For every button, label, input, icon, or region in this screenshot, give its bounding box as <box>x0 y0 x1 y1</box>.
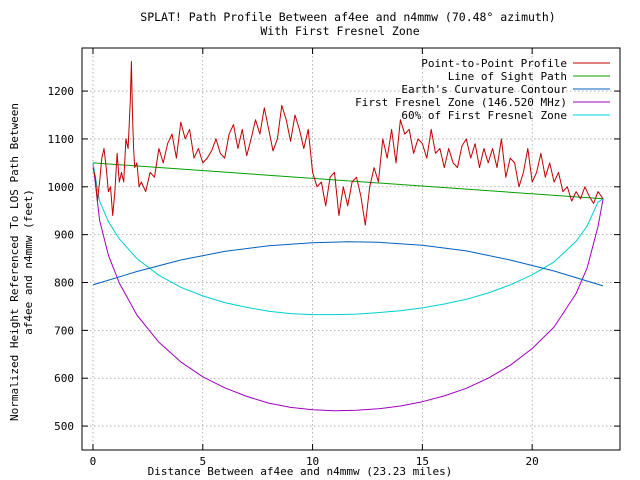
y-tick-label: 1000 <box>48 181 75 194</box>
y-tick-label: 600 <box>54 372 74 385</box>
chart-title: SPLAT! Path Profile Between af4ee and n4… <box>140 10 555 24</box>
series-line-3 <box>92 162 604 412</box>
y-tick-label: 800 <box>54 277 74 290</box>
legend-label-2: Earth's Curvature Contour <box>401 83 567 96</box>
chart-subtitle: With First Fresnel Zone <box>260 24 419 38</box>
axis-ticks: 0 5 10 15 20 500 600 700 800 900 1000 1100 1200 <box>48 48 620 468</box>
legend-label-1: Line of Sight Path <box>448 70 567 83</box>
series-line-0 <box>92 60 604 226</box>
x-tick-label: 0 <box>90 455 97 468</box>
series-lines <box>92 60 604 412</box>
series-line-2 <box>92 241 604 287</box>
x-tick-label: 20 <box>526 455 539 468</box>
grid <box>82 48 620 450</box>
x-axis-label: Distance Between af4ee and n4mmw (23.23 … <box>148 465 453 478</box>
legend-label-4: 60% of First Fresnel Zone <box>401 109 567 122</box>
y-axis-label-line2: af4ee and n4mmw (feet) <box>22 189 35 335</box>
series-line-1 <box>92 162 604 200</box>
y-tick-label: 500 <box>54 420 74 433</box>
x-tick-label: 15 <box>416 455 429 468</box>
y-axis-label-line1: Normalized Height Referenced To LOS Path… <box>8 103 21 421</box>
plot-frame <box>81 47 621 451</box>
y-tick-label: 1200 <box>48 85 75 98</box>
y-tick-label: 700 <box>54 324 74 337</box>
legend-label-0: Point-to-Point Profile <box>421 57 567 70</box>
y-tick-label: 900 <box>54 229 74 242</box>
x-tick-label: 5 <box>199 455 206 468</box>
y-tick-label: 1100 <box>48 133 75 146</box>
legend-label-3: First Fresnel Zone (146.520 MHz) <box>355 96 567 109</box>
x-tick-label: 10 <box>306 455 319 468</box>
